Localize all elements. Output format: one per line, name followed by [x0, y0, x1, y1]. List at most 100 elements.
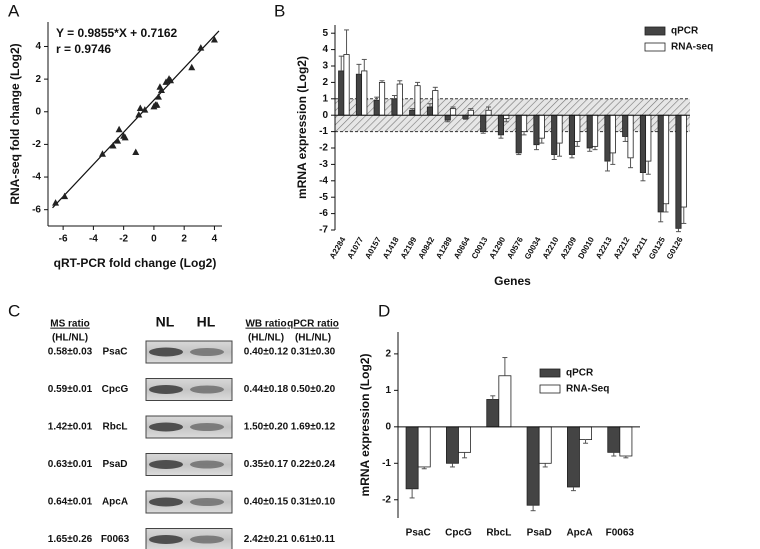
error-bar [409, 108, 415, 111]
error-bar [628, 157, 634, 169]
blot-band [190, 423, 224, 431]
blot-band [190, 535, 224, 544]
cell: 0.64±0.01 [48, 497, 93, 508]
bar [405, 426, 419, 490]
bar [361, 70, 368, 116]
error-bar [356, 63, 362, 75]
error-bar [516, 152, 522, 156]
point [167, 76, 175, 84]
y-tick-label: 4 [35, 41, 41, 52]
error-bar [338, 55, 344, 71]
bar [619, 426, 633, 457]
blot-band [190, 348, 224, 356]
bar [680, 114, 687, 208]
y-tick-label: 0 [35, 106, 41, 117]
panel-label: B [274, 1, 285, 20]
cell: 1.65±0.26 [48, 534, 93, 545]
point [115, 125, 123, 133]
bar [622, 114, 629, 137]
bar [607, 426, 621, 453]
error-bar [622, 136, 628, 142]
y-tick-label: 2 [385, 349, 391, 360]
y-tick-label: 0 [385, 421, 391, 432]
cell: 1.50±0.20 [244, 422, 289, 433]
error-bar [427, 103, 433, 107]
bar [417, 426, 431, 468]
error-bar [663, 203, 669, 213]
bar [591, 114, 599, 147]
bar [662, 114, 670, 205]
y-tick-label: -6 [32, 204, 41, 215]
bar [604, 114, 611, 162]
y-tick-label: 0 [322, 110, 328, 121]
bar [538, 426, 552, 464]
error-bar [611, 452, 617, 457]
x-tick-label: CpcG [445, 528, 472, 539]
bar [639, 114, 647, 173]
point [61, 192, 69, 200]
y-tick-label: -1 [382, 458, 391, 469]
legend-label: qPCR [671, 26, 699, 37]
error-bar [610, 152, 616, 165]
legend-swatch [539, 384, 561, 394]
point [132, 148, 140, 156]
error-bar [569, 154, 575, 159]
bar [414, 85, 421, 116]
x-tick-label: G0126 [665, 235, 685, 261]
x-tick-label: C0013 [470, 235, 490, 260]
y-tick-label: -7 [319, 225, 328, 236]
blot-band [190, 460, 224, 469]
bar [432, 90, 439, 116]
blot-band [149, 422, 183, 432]
blot [145, 453, 233, 476]
cell: ApcA [102, 497, 128, 508]
error-bar [521, 131, 527, 136]
error-bar [675, 228, 681, 233]
cell: CpcG [102, 384, 129, 395]
x-tick-label: A2212 [612, 235, 632, 260]
cell: 0.44±0.18 [244, 384, 289, 395]
y-tick-label: -2 [32, 139, 41, 150]
table: MS ratio (HL/NL) NL HL WB ratio (HL/NL) … [48, 314, 339, 549]
error-bar [374, 96, 380, 101]
error-bar [623, 456, 629, 459]
x-tick-label: -4 [89, 234, 98, 245]
blot-band [149, 497, 183, 507]
error-bar [480, 131, 486, 134]
error-bar [533, 144, 539, 151]
blot [145, 490, 233, 514]
bar [567, 426, 580, 488]
bar [426, 106, 434, 116]
x-tick-label: G0034 [523, 235, 543, 261]
y-tick-label: 3 [322, 61, 328, 72]
error-bar [640, 172, 646, 182]
bar [675, 114, 682, 229]
cell: 1.42±0.01 [48, 422, 93, 433]
bar [568, 114, 576, 155]
cell: 0.63±0.01 [48, 459, 93, 470]
bar [480, 114, 487, 132]
y-tick-label: 5 [322, 28, 328, 39]
panel-label: D [378, 301, 390, 320]
bar [485, 109, 492, 116]
error-bar [592, 146, 598, 151]
legend-swatch [644, 26, 666, 36]
cell: 0.35±0.17 [244, 459, 289, 470]
bar [391, 98, 398, 116]
cell: PsaD [102, 459, 127, 470]
y-tick-label: 2 [35, 74, 41, 85]
bar [445, 426, 459, 464]
point [210, 35, 218, 43]
error-bar [361, 58, 367, 71]
error-bar [539, 138, 545, 144]
bar [533, 114, 540, 146]
x-tick-label: A0842 [417, 235, 437, 260]
error-bar [503, 118, 509, 123]
error-bar [502, 357, 508, 376]
x-tick-label: A0664 [452, 235, 472, 260]
bar [574, 114, 581, 142]
bar [497, 114, 505, 136]
y-tick-label: -6 [319, 208, 328, 219]
blot-band [149, 460, 183, 469]
cell: 0.61±0.11 [291, 534, 335, 545]
